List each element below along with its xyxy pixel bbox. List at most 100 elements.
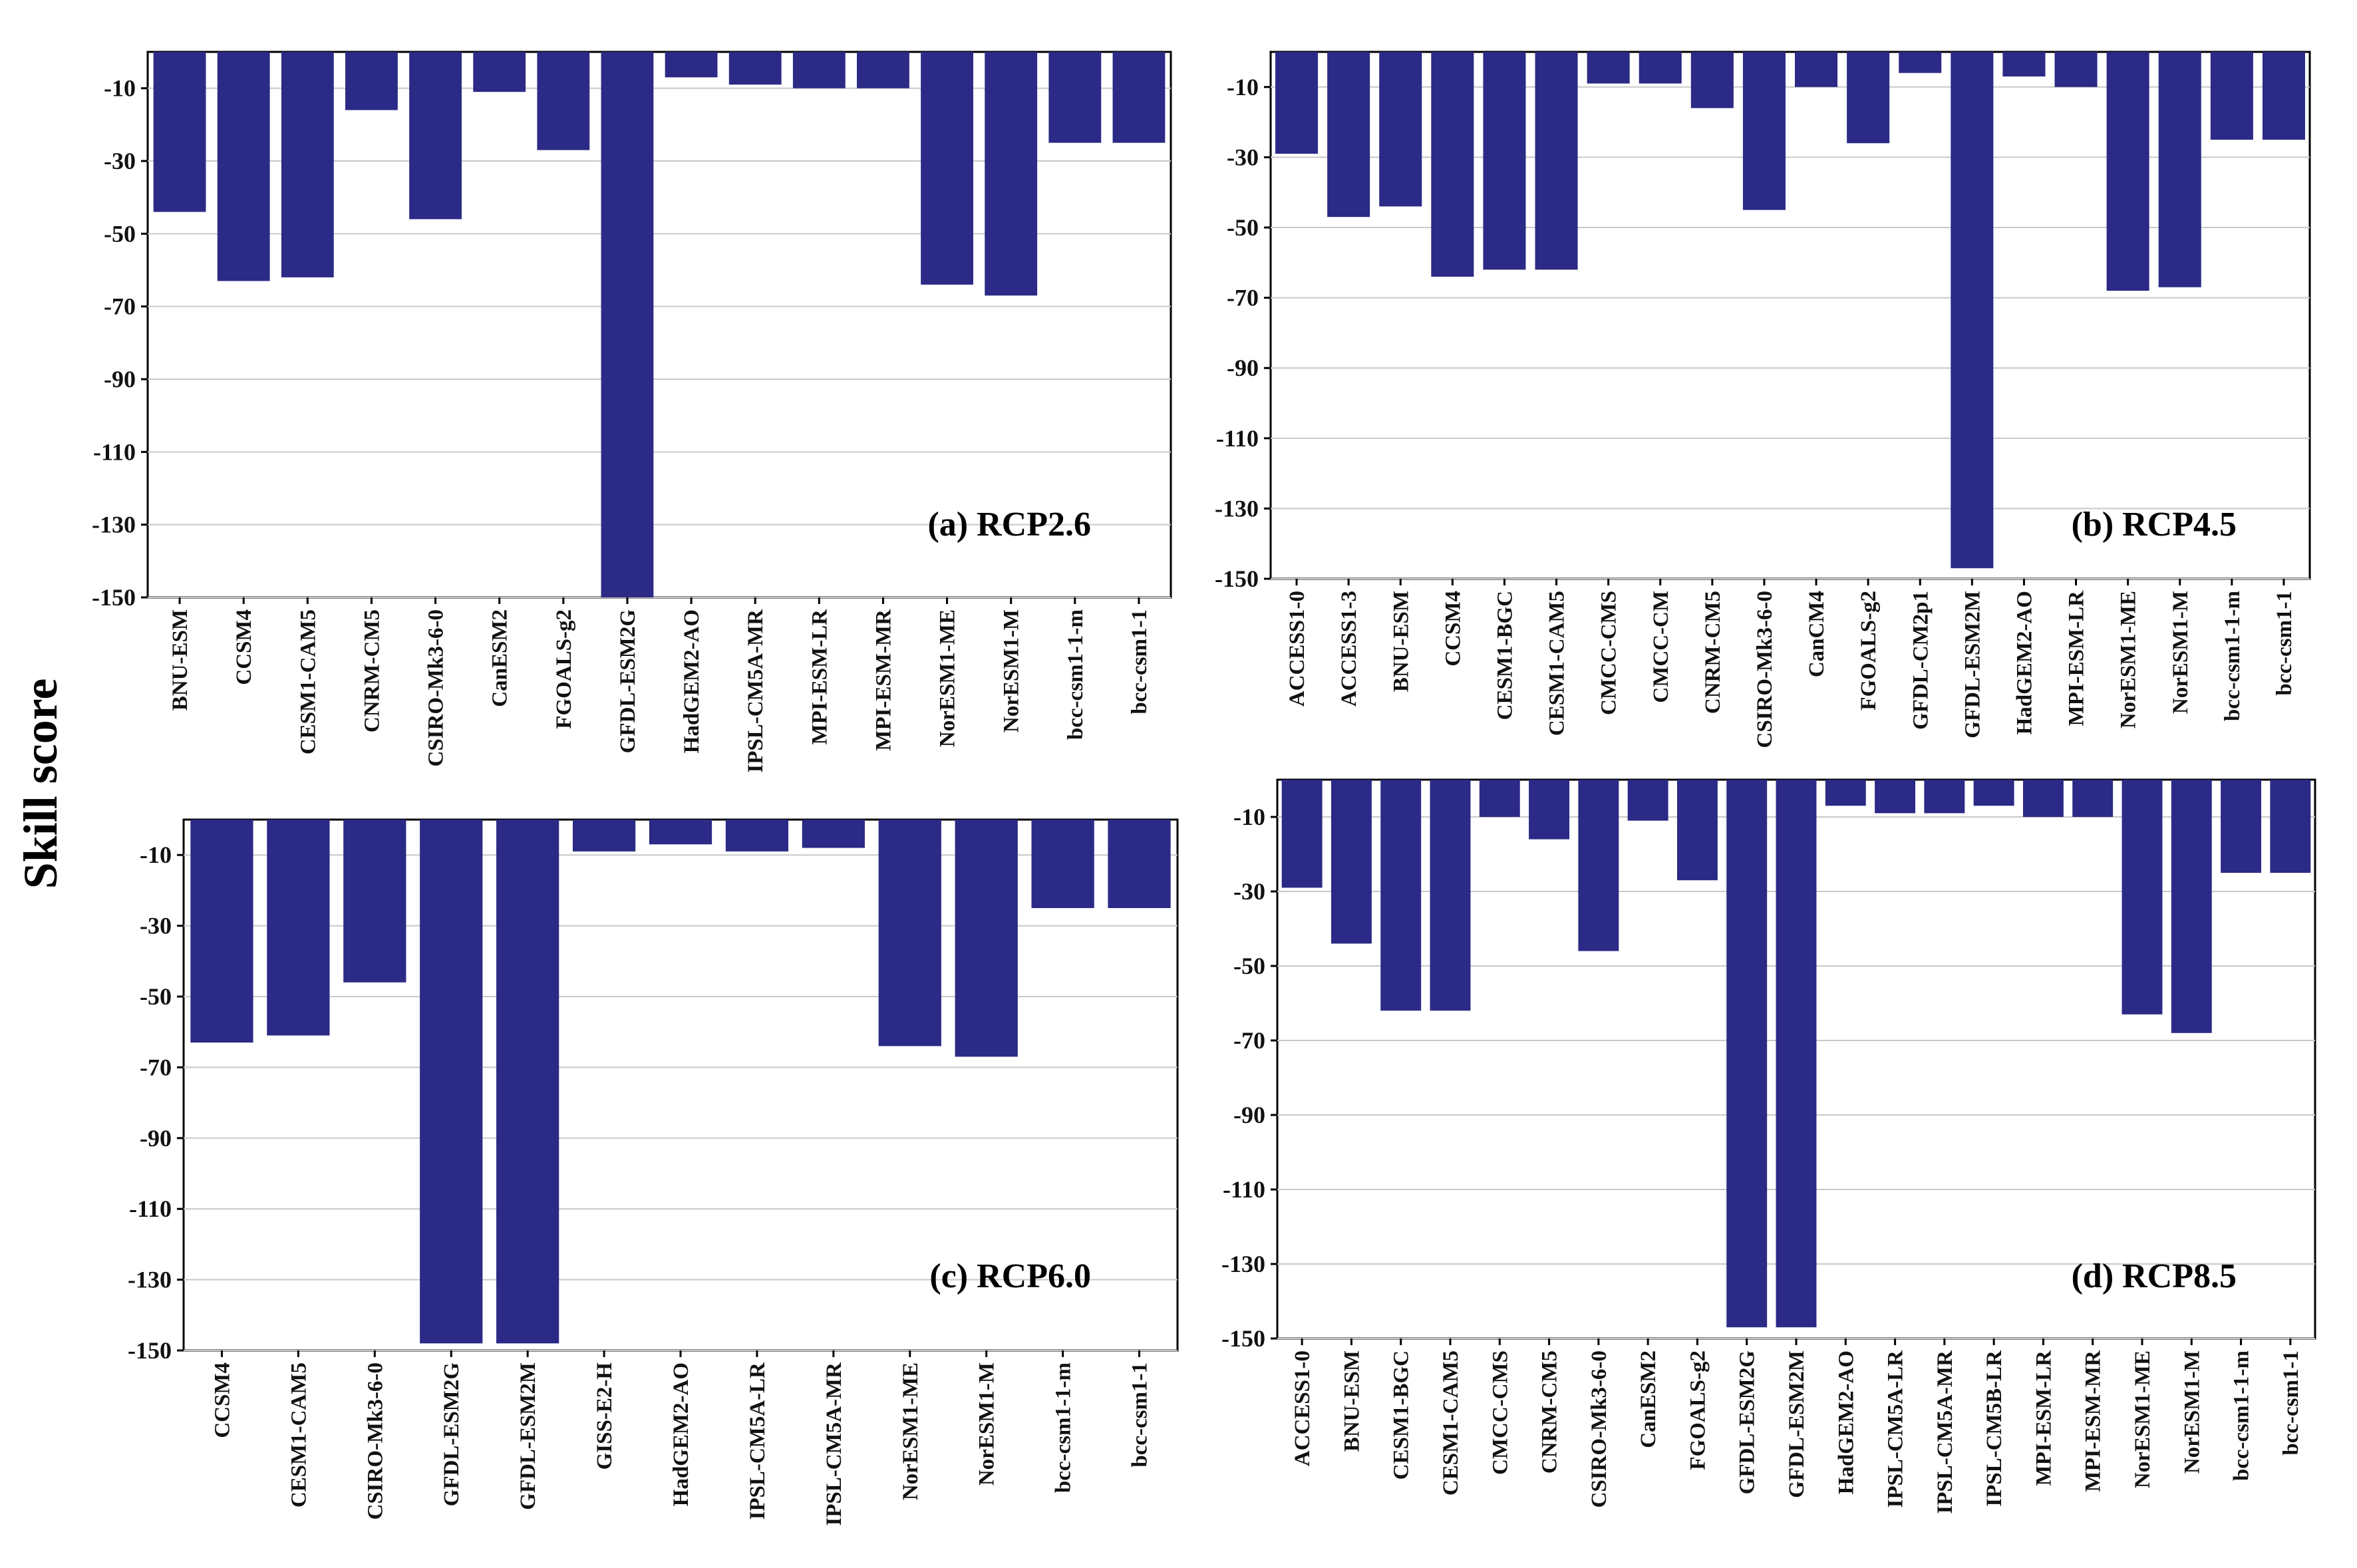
bar (2270, 780, 2311, 873)
bar (1379, 52, 1422, 207)
category-label: CCSM4 (1441, 591, 1465, 667)
bar (1430, 780, 1471, 1011)
y-tick-label: -90 (140, 1125, 172, 1152)
y-tick-label: -110 (129, 1195, 172, 1222)
panel-label: (d) RCP8.5 (2072, 1257, 2237, 1295)
bar (601, 52, 654, 597)
bar (1108, 820, 1171, 908)
bar (1690, 52, 1734, 108)
category-label: HadGEM2-AO (669, 1362, 693, 1506)
bar (1048, 52, 1102, 143)
category-label: bcc-csm1-1-m (1052, 1362, 1076, 1493)
category-label: CCSM4 (232, 609, 256, 685)
bar (1726, 780, 1768, 1328)
bar (1875, 780, 1916, 814)
category-label: CSIRO-Mk3-6-0 (1587, 1350, 1611, 1508)
category-label: NorESM1-ME (2131, 1350, 2155, 1488)
category-label: CESM1-CAM5 (1439, 1350, 1463, 1495)
category-label: bcc-csm1-1-m (1064, 609, 1088, 740)
bar (665, 52, 718, 78)
y-tick-label: -30 (140, 913, 172, 939)
category-label: FGOALS-g2 (1857, 591, 1881, 710)
category-label: MPI-ESM-LR (808, 609, 832, 745)
panel-b-rcp45: -10 -30 -50 -70 -90 -110 -130 -150 ACCESS1-0 ACCE… (1215, 51, 2311, 748)
category-label: CanCM4 (1805, 591, 1829, 677)
category-label: bcc-csm1-1 (1128, 1362, 1152, 1468)
y-tick-label: -130 (1221, 1251, 1265, 1277)
bar (2262, 52, 2305, 140)
y-tick-label: -110 (93, 438, 136, 465)
category-label: bcc-csm1-1-m (2221, 591, 2245, 721)
bar (649, 820, 712, 845)
bar (2072, 780, 2114, 817)
bar (955, 820, 1018, 1057)
bar (2210, 52, 2253, 140)
y-tick-label: -110 (1216, 425, 1259, 452)
bar (1639, 52, 1682, 84)
bar (1281, 780, 1323, 888)
bar (985, 52, 1038, 296)
bar (2054, 52, 2098, 87)
category-label: GFDL-ESM2G (616, 609, 640, 753)
y-tick-label: -150 (1221, 1325, 1265, 1352)
bar (1535, 52, 1578, 270)
y-tick-label: -150 (128, 1337, 172, 1364)
bar (1380, 780, 1422, 1011)
category-label: GISS-E2-H (593, 1362, 617, 1470)
category-label: CanESM2 (1637, 1350, 1660, 1448)
panel-a-rcp26: -10 -30 -50 -70 -90 -110 -130 -150 BNU-ESM CCSM4 C… (92, 51, 1172, 773)
y-tick-label: -50 (104, 220, 136, 247)
category-label: GFDL-ESM2G (440, 1362, 464, 1506)
bar (725, 820, 789, 852)
category-label: bcc-csm1-1 (2273, 591, 2296, 696)
category-label: MPI-ESM-MR (871, 609, 895, 751)
y-tick-label: -30 (104, 148, 136, 174)
bar (1676, 780, 1718, 881)
category-label: CESM1-CAM5 (287, 1362, 311, 1507)
bar (343, 820, 406, 983)
bar (1431, 52, 1474, 277)
bar (473, 52, 526, 92)
category-label: BNU-ESM (1340, 1350, 1364, 1452)
category-label: ACCESS1-3 (1337, 591, 1361, 706)
bar (1825, 780, 1866, 806)
bar (1795, 52, 1838, 87)
bar (1742, 52, 1786, 210)
panel-d-rcp85: -10 -30 -50 -70 -90 -110 -130 -150 ACCESS1-0 BNU-… (1221, 778, 2316, 1514)
category-label: CESM1-BGC (1493, 591, 1517, 720)
category-label: CSIRO-Mk3-6-0 (424, 609, 448, 767)
y-tick-label: -130 (1215, 495, 1259, 522)
bar (1031, 820, 1094, 908)
category-label: CMCC-CMS (1597, 591, 1621, 715)
bar (2158, 52, 2201, 287)
category-label: GFDL-ESM2G (1736, 1350, 1760, 1494)
category-label: CESM1-CAM5 (296, 609, 320, 754)
category-label: NorESM1-M (975, 1362, 999, 1486)
bar (1899, 52, 1942, 73)
bar (802, 820, 865, 848)
bar (1951, 52, 1994, 569)
bar (2121, 780, 2163, 1015)
y-tick-label: -50 (1227, 214, 1259, 241)
y-tick-label: -30 (1227, 144, 1259, 170)
bar (1529, 780, 1570, 840)
panel-label: (a) RCP2.6 (927, 506, 1091, 544)
y-tick-label: -70 (140, 1054, 172, 1080)
category-label: NorESM1-M (2180, 1350, 2204, 1474)
bar (1924, 780, 1965, 814)
bar (1973, 780, 2014, 806)
category-label: FGOALS-g2 (552, 609, 576, 729)
bar (1331, 780, 1372, 944)
category-label: MPI-ESM-LR (2032, 1350, 2056, 1486)
y-tick-label: -90 (104, 366, 136, 392)
category-label: BNU-ESM (168, 609, 192, 710)
category-label: GFDL-ESM2M (1961, 591, 1984, 738)
category-label: IPSL-CM5A-MR (822, 1362, 846, 1526)
category-label: HadGEM2-AO (680, 609, 704, 753)
category-label: ACCESS1-0 (1291, 1350, 1315, 1466)
bar (921, 52, 973, 285)
category-label: CNRM-CM5 (1701, 591, 1725, 714)
bar (153, 52, 206, 212)
y-tick-label: -70 (1233, 1027, 1265, 1054)
bar (1627, 780, 1668, 821)
